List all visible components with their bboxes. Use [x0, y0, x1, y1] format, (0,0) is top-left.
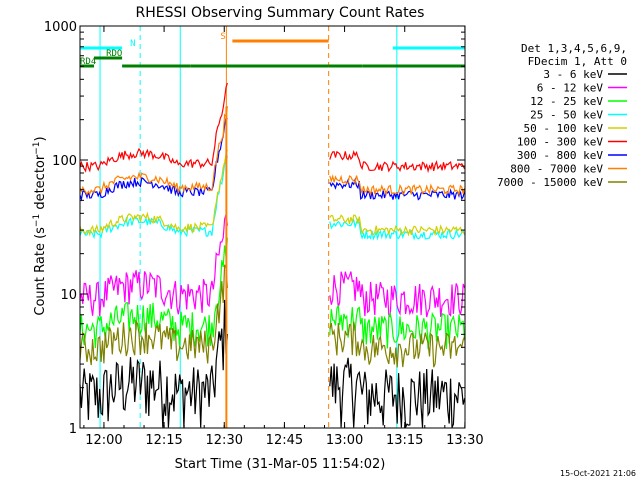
legend-title-0: Det 1,3,4,5,6,9,	[521, 42, 627, 55]
y-tick-label-0: 1	[69, 422, 77, 437]
series-line-a-5	[79, 82, 228, 173]
flag-label-S: S	[220, 32, 225, 42]
x-tick-label-3: 12:45	[266, 433, 303, 448]
series-line-a-6	[79, 116, 228, 202]
y-tick-label-3: 1000	[44, 20, 77, 35]
legend-label-6: 300 - 800 keV	[517, 149, 603, 162]
plot-frame	[79, 25, 466, 429]
series-line-a-0	[79, 299, 228, 428]
series-0	[79, 299, 466, 428]
series-line-a-7	[79, 106, 228, 196]
series-6	[79, 116, 466, 202]
series-line-a-4	[79, 149, 228, 237]
series-line-b-0	[329, 357, 466, 428]
series-line-b-2	[329, 305, 466, 350]
series-line-b-7	[329, 173, 466, 197]
series-5	[79, 82, 466, 174]
axes: 12:00 12:15 12:30 12:45 13:00 13:15 13:30 1 10 10…	[44, 20, 484, 448]
flag-label-RD4: RD4	[80, 57, 96, 67]
series-line-a-2	[79, 237, 228, 349]
series-line-b-6	[329, 177, 466, 201]
x-axis-label: Start Time (31-Mar-05 11:54:02)	[175, 457, 386, 472]
footer-timestamp: 15-Oct-2021 21:06	[560, 469, 636, 478]
x-tick-label-0: 12:00	[85, 433, 122, 448]
x-tick-label-4: 13:00	[326, 433, 363, 448]
series-line-a-8	[79, 264, 228, 366]
x-tick-label-1: 12:15	[145, 433, 182, 448]
series-8	[79, 264, 466, 368]
series-line-b-1	[329, 271, 466, 318]
flag-label-RDO: RDO	[106, 49, 122, 59]
flag-label-N: N	[130, 39, 135, 49]
x-tick-label-6: 13:30	[446, 433, 483, 448]
legend-label-3: 25 - 50 keV	[530, 109, 603, 122]
y-axis-label: Count Rate (s−1 detector−1)	[32, 136, 48, 315]
legend-label-1: 6 - 12 keV	[537, 82, 604, 95]
plot-area	[79, 26, 466, 428]
series-2	[79, 237, 466, 350]
series-line-b-4	[329, 214, 466, 237]
legend-label-8: 7000 - 15000 keV	[497, 176, 603, 189]
series-line-b-5	[329, 150, 466, 174]
legend-label-4: 50 - 100 keV	[524, 122, 604, 135]
legend-label-5: 100 - 300 keV	[517, 136, 603, 149]
legend: Det 1,3,4,5,6,9,FDecim 1, Att 03 - 6 keV…	[497, 42, 627, 189]
chart-title: RHESSI Observing Summary Count Rates	[136, 5, 425, 21]
series-line-b-3	[329, 217, 466, 241]
x-tick-label-5: 13:15	[386, 433, 423, 448]
series-line-a-1	[79, 214, 228, 317]
series-1	[79, 214, 466, 318]
series-line-b-8	[329, 321, 466, 368]
legend-label-0: 3 - 6 keV	[543, 68, 603, 81]
x-tick-label-2: 12:30	[206, 433, 243, 448]
flag-bars: N RDO RD4 S	[80, 32, 465, 68]
legend-title-1: FDecim 1, Att 0	[528, 55, 627, 68]
series-7	[79, 106, 466, 197]
y-tick-label-1: 10	[60, 288, 77, 303]
legend-label-7: 800 - 7000 keV	[510, 163, 603, 176]
series-4	[79, 149, 466, 237]
legend-label-2: 12 - 25 keV	[530, 95, 603, 108]
y-tick-label-2: 100	[52, 154, 77, 169]
